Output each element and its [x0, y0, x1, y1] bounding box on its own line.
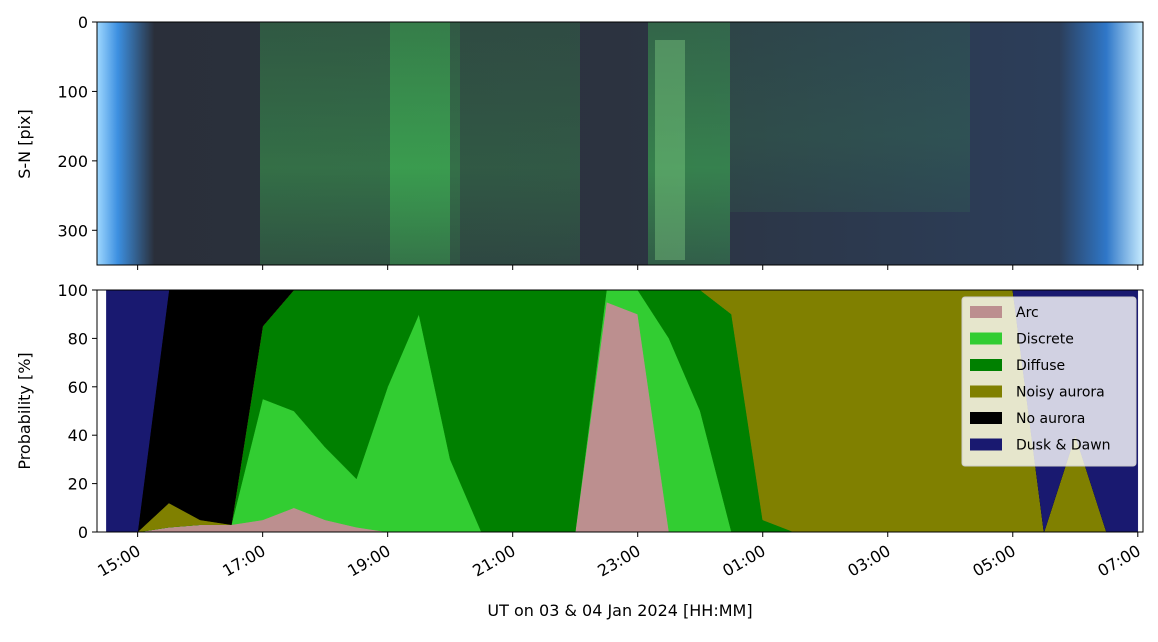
- x-tick-label: 05:00: [969, 541, 1018, 581]
- area: [106, 290, 1138, 532]
- plot-frame: [96, 289, 1144, 533]
- legend-label: Dusk & Dawn: [1016, 438, 1111, 454]
- x-tick-label: 07:00: [1094, 541, 1143, 581]
- y-tick-label: 0: [78, 13, 88, 32]
- legend-swatch: [970, 332, 1002, 345]
- legend-swatch: [970, 412, 1002, 424]
- legend-box: [961, 296, 1137, 467]
- x-tick-label: 03:00: [844, 541, 893, 581]
- legend-label: Diffuse: [1016, 358, 1065, 374]
- legend-swatch: [970, 385, 1002, 398]
- x-tick-label: 15:00: [94, 541, 143, 581]
- legend-swatch: [970, 359, 1002, 371]
- keogram: [96, 21, 1144, 266]
- area: [106, 290, 1138, 532]
- x-axis-label: UT on 03 & 04 Jan 2024 [HH:MM]: [487, 601, 752, 620]
- y-tick-label: 20: [68, 475, 88, 494]
- y-axis-label: S-N [pix]: [15, 109, 34, 179]
- y-tick-label: 100: [57, 281, 88, 300]
- legend-swatch: [970, 306, 1002, 318]
- y-tick-label: 60: [68, 378, 88, 397]
- y-tick-label: 300: [57, 221, 88, 240]
- x-tick-label: 01:00: [719, 541, 768, 581]
- legend-label: Noisy aurora: [1016, 385, 1105, 401]
- x-tick-label: 17:00: [219, 541, 268, 581]
- y-axis-label: Probability [%]: [15, 352, 34, 469]
- legend-label: No aurora: [1016, 411, 1085, 427]
- x-tick-label: 21:00: [469, 541, 518, 581]
- y-tick-label: 200: [57, 152, 88, 171]
- legend-label: Discrete: [1016, 332, 1074, 348]
- area: [106, 290, 1138, 532]
- y-tick-label: 80: [68, 329, 88, 348]
- y-tick-label: 0: [78, 523, 88, 542]
- x-tick-label: 19:00: [344, 541, 393, 581]
- legend-label: Arc: [1016, 305, 1039, 321]
- legend-swatch: [970, 438, 1002, 451]
- x-tick-label: 23:00: [594, 541, 643, 581]
- y-tick-label: 40: [68, 426, 88, 445]
- y-tick-label: 100: [57, 82, 88, 101]
- area: [106, 301, 1138, 532]
- legend: Arc Discrete Diffuse Noisy aurora No aurora D…: [961, 296, 1137, 467]
